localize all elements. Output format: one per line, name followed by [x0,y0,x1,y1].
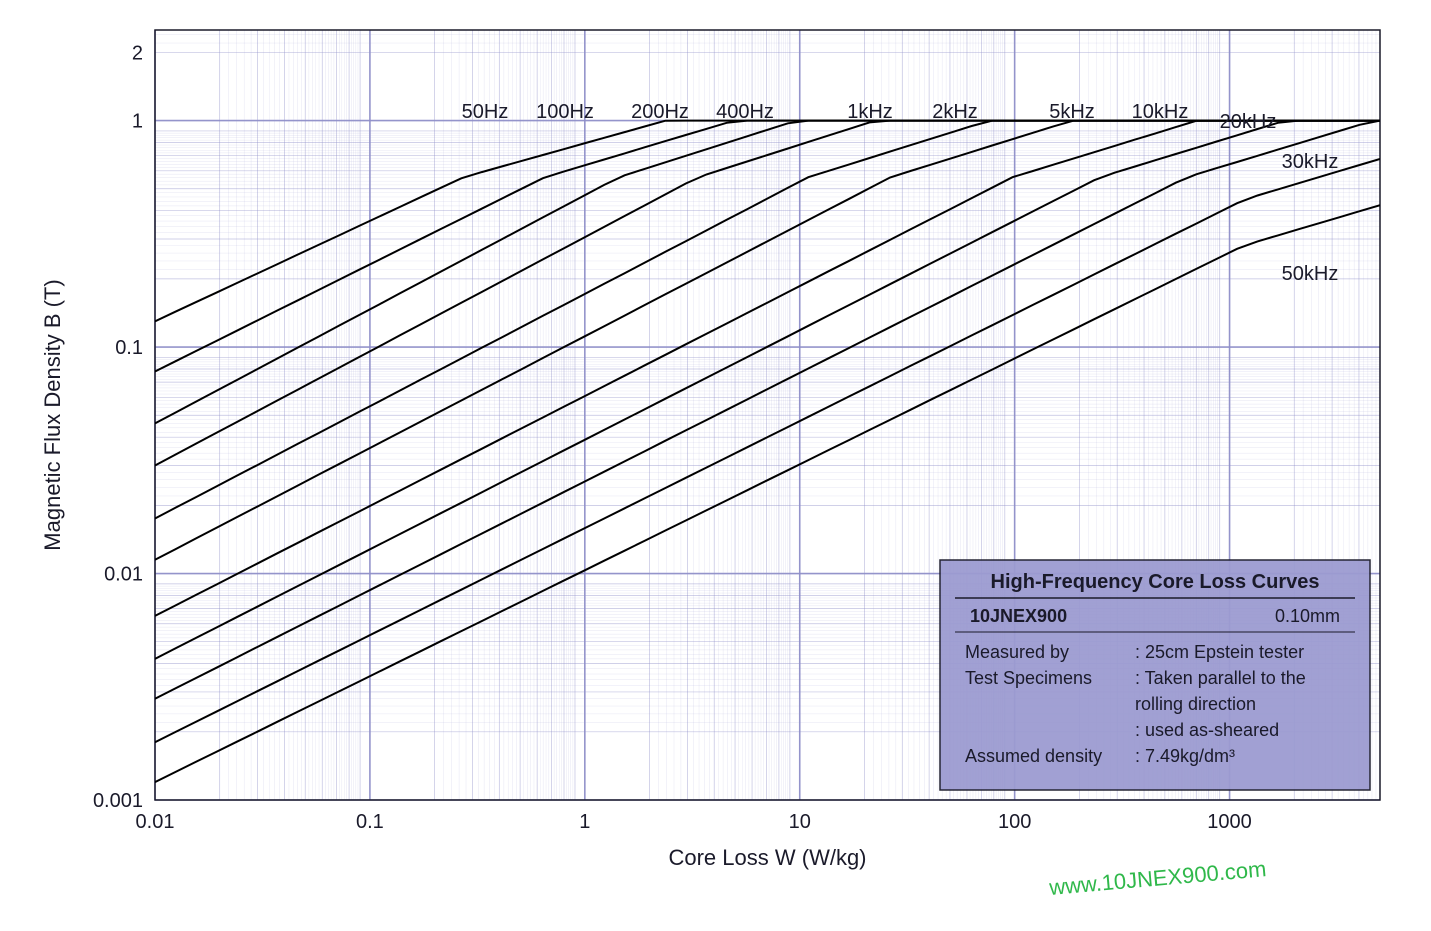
y-tick-label: 0.01 [104,564,143,586]
info-row-value: rolling direction [1135,694,1256,714]
y-tick-label: 2 [132,42,143,64]
curve-label: 50kHz [1282,263,1339,285]
info-row-label: Assumed density [965,746,1102,766]
info-product: 10JNEX900 [970,606,1067,626]
curve-label: 30kHz [1282,151,1339,173]
curve-label: 1kHz [847,101,893,123]
x-tick-label: 0.1 [356,811,384,833]
info-title: High-Frequency Core Loss Curves [991,571,1320,593]
y-tick-label: 1 [132,111,143,133]
info-row-value: : used as-sheared [1135,720,1279,740]
y-tick-label: 0.1 [115,337,143,359]
x-tick-label: 1 [579,811,590,833]
curve-label: 20kHz [1220,111,1277,133]
info-row-value: : 7.49kg/dm³ [1135,746,1235,766]
y-axis-label: Magnetic Flux Density B (T) [40,279,65,550]
core-loss-chart: 0.010.111010010000.0010.010.112Core Loss… [0,0,1431,931]
info-row-value: : 25cm Epstein tester [1135,642,1304,662]
y-tick-label: 0.001 [93,790,143,812]
curve-label: 5kHz [1049,101,1095,123]
info-box: High-Frequency Core Loss Curves 10JNEX900… [940,560,1370,790]
curve-label: 400Hz [716,101,774,123]
curve-label: 50Hz [462,101,509,123]
x-tick-label: 1000 [1207,811,1252,833]
curve-label: 200Hz [631,101,689,123]
info-row-value: : Taken parallel to the [1135,668,1306,688]
x-tick-label: 0.01 [136,811,175,833]
info-thickness: 0.10mm [1275,606,1340,626]
info-row-label: Test Specimens [965,668,1092,688]
curve-label: 2kHz [932,101,978,123]
curve-label: 100Hz [536,101,594,123]
x-tick-label: 10 [789,811,811,833]
x-axis-label: Core Loss W (W/kg) [668,845,866,870]
x-tick-label: 100 [998,811,1031,833]
info-row-label: Measured by [965,642,1069,662]
curve-label: 10kHz [1132,101,1189,123]
